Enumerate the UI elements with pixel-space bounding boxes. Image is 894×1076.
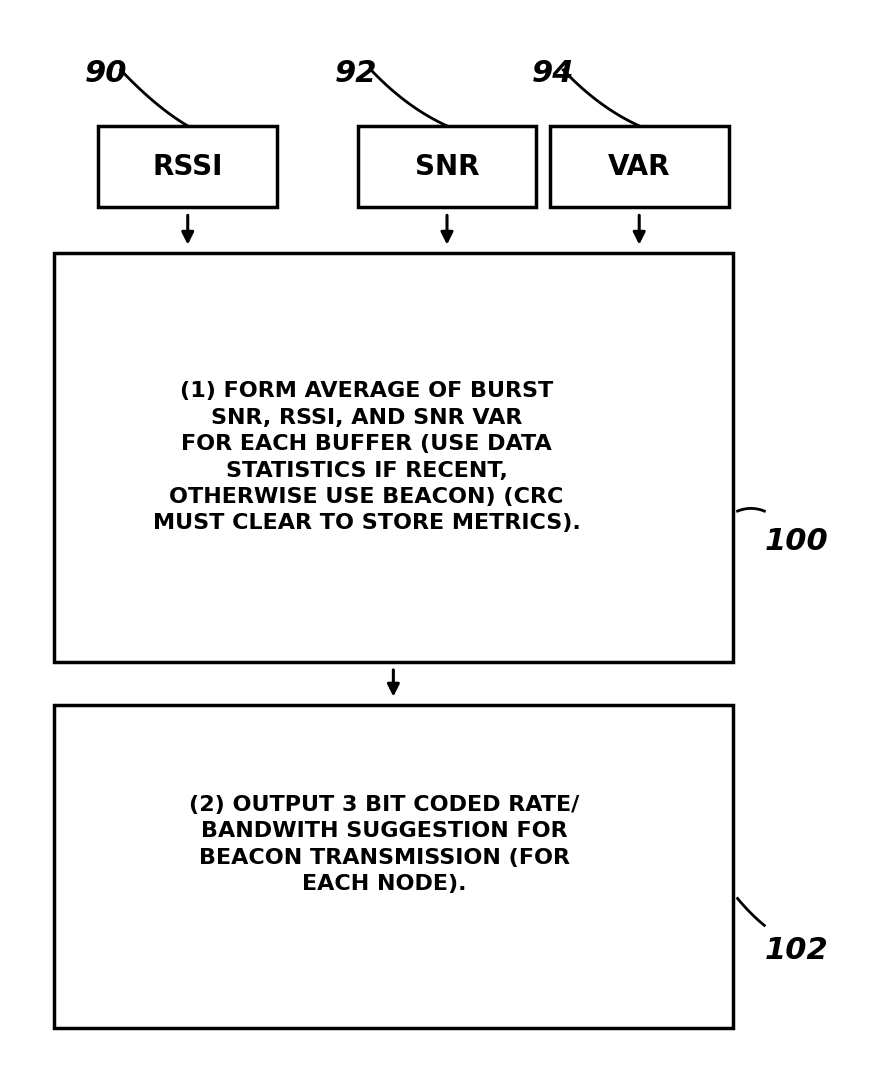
Text: VAR: VAR xyxy=(608,153,670,181)
Text: RSSI: RSSI xyxy=(153,153,223,181)
Bar xyxy=(98,127,277,207)
Text: (1) FORM AVERAGE OF BURST
SNR, RSSI, AND SNR VAR
FOR EACH BUFFER (USE DATA
STATI: (1) FORM AVERAGE OF BURST SNR, RSSI, AND… xyxy=(153,381,580,534)
Bar xyxy=(358,127,536,207)
Bar xyxy=(54,705,733,1028)
Text: 90: 90 xyxy=(85,59,128,88)
Text: 100: 100 xyxy=(764,527,828,556)
Bar xyxy=(550,127,729,207)
Bar xyxy=(54,253,733,662)
Text: 94: 94 xyxy=(532,59,575,88)
Text: 92: 92 xyxy=(335,59,378,88)
Text: (2) OUTPUT 3 BIT CODED RATE/
BANDWITH SUGGESTION FOR
BEACON TRANSMISSION (FOR
EA: (2) OUTPUT 3 BIT CODED RATE/ BANDWITH SU… xyxy=(190,795,579,894)
Text: SNR: SNR xyxy=(415,153,479,181)
Text: 102: 102 xyxy=(764,936,828,965)
